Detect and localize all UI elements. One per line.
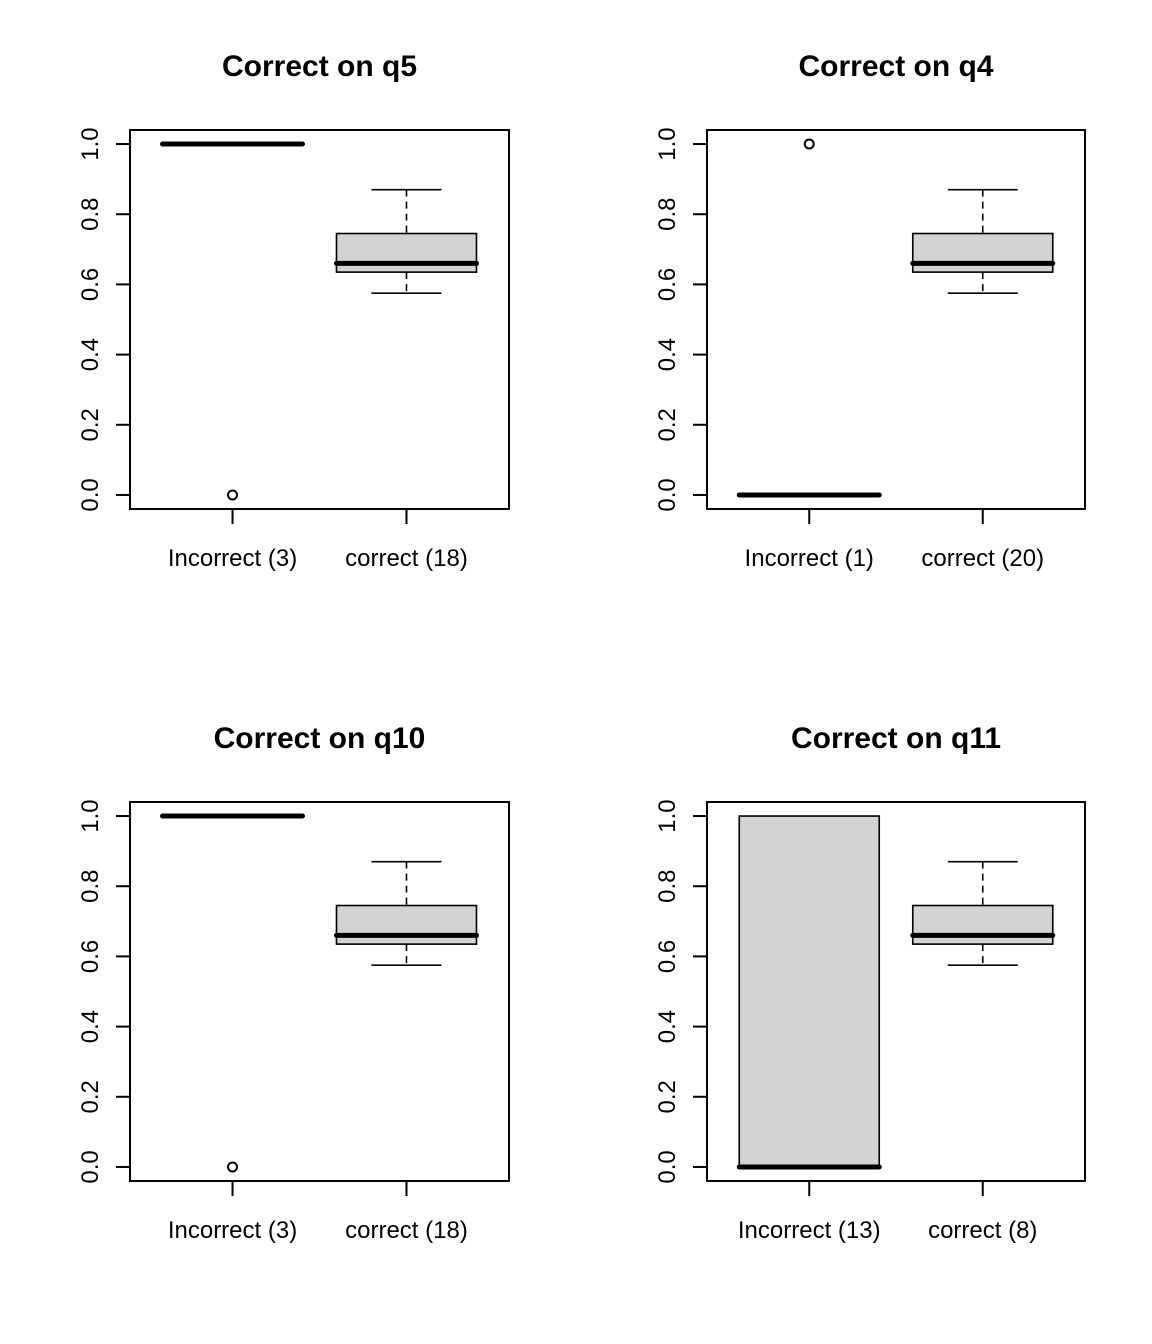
chart-title: Correct on q11 xyxy=(791,722,1001,755)
y-tick-label: 0.4 xyxy=(77,338,104,371)
y-tick-label: 0.2 xyxy=(654,1080,681,1113)
plot-frame xyxy=(129,801,510,1182)
x-tick-label: Incorrect (1) xyxy=(745,545,874,572)
boxplot-2 xyxy=(333,860,479,966)
box-iqr xyxy=(911,232,1054,273)
y-tick-label: 0.0 xyxy=(77,1150,104,1183)
y-tick-label: 0.8 xyxy=(654,870,681,903)
y-tick-label: 0.4 xyxy=(654,1010,681,1043)
box-iqr xyxy=(738,815,881,1168)
y-tick-label: 0.2 xyxy=(77,408,104,441)
outlier-point xyxy=(803,138,815,150)
chart-panel-3: Correct on q10 0.0 0.2 0.4 0.6 0.8 1.0 Incorrec… xyxy=(77,722,510,1244)
boxplot-1 xyxy=(736,815,882,1170)
boxplot-2 xyxy=(333,188,479,294)
plot-frame xyxy=(706,129,1086,510)
chart-title: Correct on q4 xyxy=(798,50,993,83)
y-tick-label: 0.2 xyxy=(77,1080,104,1113)
y-tick-label: 1.0 xyxy=(654,127,681,160)
chart-panel-4: Correct on q11 0.0 0.2 0.4 0.6 0.8 1.0 Incorrec… xyxy=(654,722,1086,1244)
y-tick-label: 1.0 xyxy=(654,799,681,832)
y-tick-label: 0.6 xyxy=(77,268,104,301)
y-tick-label: 0.0 xyxy=(654,478,681,511)
y-tick-label: 0.6 xyxy=(654,940,681,973)
y-tick-label: 0.0 xyxy=(654,1150,681,1183)
boxplot-1 xyxy=(160,813,306,1173)
x-tick-label: correct (20) xyxy=(921,545,1044,572)
x-tick-label: correct (18) xyxy=(345,545,468,572)
plot-frame xyxy=(706,801,1086,1182)
outlier-point xyxy=(227,489,239,501)
outlier-point xyxy=(227,1161,239,1173)
y-tick-label: 0.8 xyxy=(77,870,104,903)
plot-frame xyxy=(129,129,510,510)
y-tick-label: 0.8 xyxy=(77,198,104,231)
y-tick-label: 0.8 xyxy=(654,198,681,231)
y-tick-label: 0.2 xyxy=(654,408,681,441)
boxplot-2 xyxy=(910,860,1056,966)
y-tick-label: 0.0 xyxy=(77,478,104,511)
x-tick-label: Incorrect (13) xyxy=(738,1217,881,1244)
box-iqr xyxy=(335,904,478,945)
y-tick-label: 0.6 xyxy=(77,940,104,973)
y-tick-label: 0.4 xyxy=(77,1010,104,1043)
x-tick-label: correct (18) xyxy=(345,1217,468,1244)
y-tick-label: 0.4 xyxy=(654,338,681,371)
chart-title: Correct on q10 xyxy=(214,722,426,755)
y-tick-label: 1.0 xyxy=(77,799,104,832)
chart-panel-2: Correct on q4 0.0 0.2 0.4 0.6 0.8 1.0 Incorrect… xyxy=(654,50,1086,572)
x-tick-label: Incorrect (3) xyxy=(168,545,297,572)
box-iqr xyxy=(335,232,478,273)
boxplot-1 xyxy=(736,138,882,498)
chart-panel-1: Correct on q5 0.0 0.2 0.4 0.6 0.8 1.0 Incorrect… xyxy=(77,50,510,572)
chart-title: Correct on q5 xyxy=(222,50,417,83)
y-tick-label: 1.0 xyxy=(77,127,104,160)
x-tick-label: Incorrect (3) xyxy=(168,1217,297,1244)
boxplot-1 xyxy=(160,141,306,501)
y-tick-label: 0.6 xyxy=(654,268,681,301)
box-iqr xyxy=(911,904,1054,945)
boxplot-2 xyxy=(910,188,1056,294)
x-tick-label: correct (8) xyxy=(928,1217,1037,1244)
